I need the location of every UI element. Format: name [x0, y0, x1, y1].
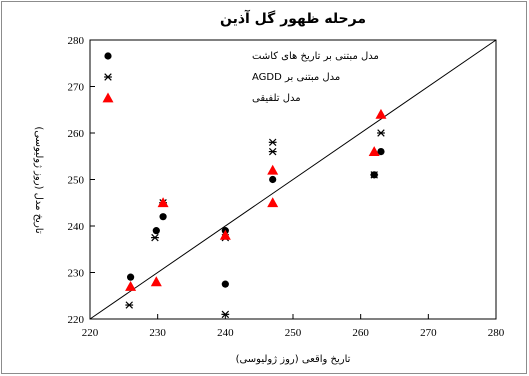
- y-tick-label: 270: [68, 82, 85, 94]
- series-triangle: [125, 108, 387, 291]
- asterisk-data-point: [370, 171, 379, 179]
- circle-data-point: [269, 175, 277, 184]
- y-axis-label: تاریخ مدل (روز ژولیوسی): [33, 126, 44, 233]
- y-tick-label: 260: [68, 128, 85, 140]
- triangle-data-point: [219, 229, 231, 240]
- legend-marker-asterisk: [104, 73, 112, 81]
- legend-label-asterisk: مدل مبتنی بر AGDD: [252, 72, 340, 83]
- y-tick-label: 250: [68, 175, 85, 187]
- asterisk-data-point: [268, 138, 277, 147]
- x-axis: 220 230 240 250 260 270 280: [82, 314, 505, 339]
- x-tick-label: 250: [285, 327, 302, 339]
- x-tick-label: 280: [488, 327, 505, 339]
- x-axis-label: تاریخ واقعی (روز ژولیوسی): [236, 354, 351, 365]
- x-tick-label: 240: [217, 327, 234, 339]
- asterisk-data-point: [125, 301, 134, 309]
- triangle-data-point: [125, 280, 137, 291]
- legend-marker-triangle: [102, 92, 114, 103]
- y-tick-label: 220: [68, 314, 85, 326]
- triangle-data-point: [267, 197, 279, 208]
- circle-data-point: [377, 148, 385, 156]
- circle-data-point: [127, 273, 135, 281]
- circle-data-point: [221, 280, 229, 288]
- legend-marker-circle: [104, 52, 112, 60]
- asterisk-data-point: [151, 233, 159, 242]
- legend-label-triangle: مدل تلفیقی: [252, 93, 301, 104]
- x-tick-label: 230: [149, 327, 166, 339]
- circle-data-point: [159, 213, 167, 221]
- asterisk-data-point: [268, 147, 277, 156]
- triangle-data-point: [157, 197, 169, 208]
- asterisk-data-point: [221, 310, 230, 319]
- triangle-data-point: [368, 146, 380, 156]
- x-tick-label: 220: [82, 327, 99, 339]
- legend-label-circle: مدل مبتنی بر تاریخ های کاشت: [252, 51, 379, 62]
- legend: مدل مبتنی بر تاریخ های کاشت مدل مبتنی بر …: [102, 51, 379, 104]
- y-tick-label: 240: [68, 221, 85, 233]
- reference-line-y-equals-x: [89, 39, 497, 320]
- circle-data-point: [152, 227, 160, 235]
- triangle-data-point: [375, 108, 387, 119]
- y-tick-label: 230: [68, 268, 85, 280]
- data-points: [125, 108, 387, 319]
- chart-title: مرحله ظهور گل آذین: [220, 9, 366, 27]
- triangle-data-point: [150, 276, 162, 287]
- y-tick-label: 280: [68, 35, 85, 47]
- x-tick-label: 260: [352, 327, 369, 339]
- y-axis: 220 230 240 250 260 270 280: [68, 35, 95, 326]
- x-tick-label: 270: [420, 327, 437, 339]
- asterisk-data-point: [377, 129, 385, 137]
- triangle-data-point: [267, 164, 279, 175]
